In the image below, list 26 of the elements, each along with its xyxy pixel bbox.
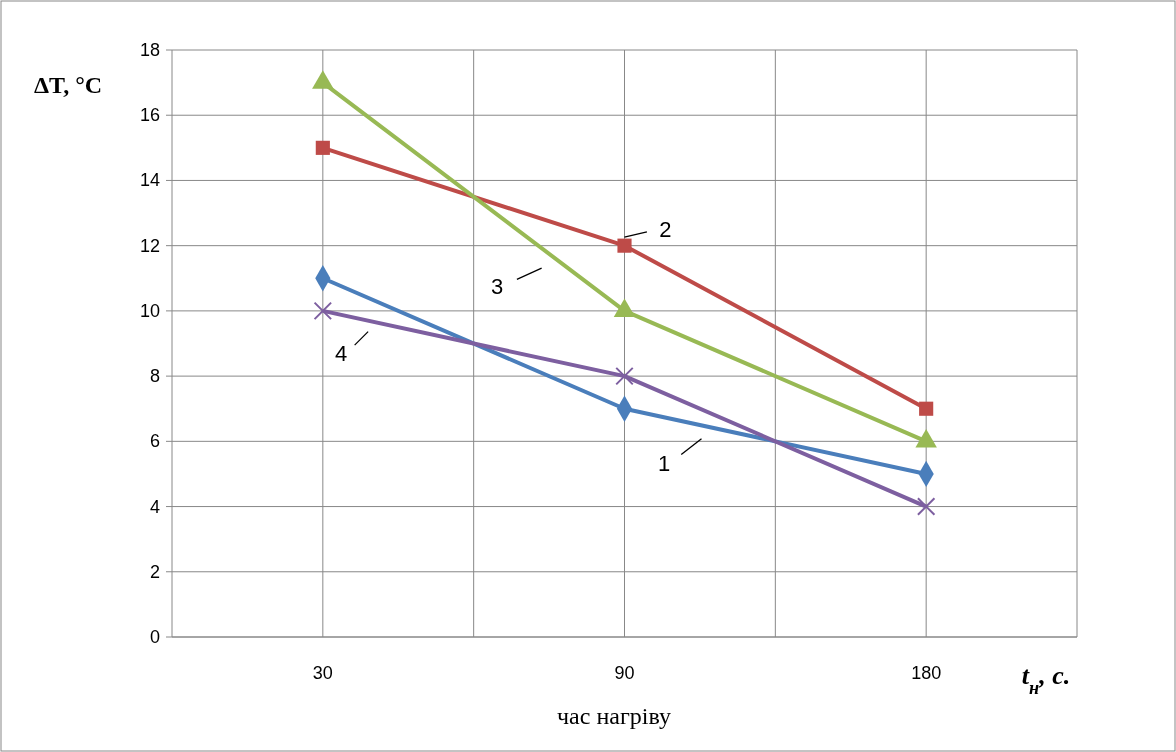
x-tick-label: 90 [614, 663, 635, 683]
point [919, 401, 934, 416]
y-tick-label: 2 [149, 561, 160, 582]
y-tick-label: 10 [139, 300, 160, 321]
series-label: 3 [491, 273, 504, 299]
point [315, 140, 330, 155]
point [313, 301, 333, 321]
y-axis-title: ΔT, °C [33, 72, 103, 98]
y-tick-label: 12 [139, 235, 160, 256]
series-label: 4 [335, 340, 348, 366]
text: t$_{н}$, с. [1021, 661, 1071, 698]
series-label: 1 [657, 451, 671, 477]
y-tick-label: 8 [149, 366, 160, 387]
y-tick-label: 18 [139, 40, 160, 60]
point [617, 238, 632, 253]
y-tick-label: 4 [149, 496, 160, 517]
point [615, 366, 634, 386]
point [916, 497, 936, 516]
series-label: 2 [659, 216, 672, 242]
x-axis-title: час нагріву [557, 703, 671, 729]
y-tick-label: 14 [139, 170, 160, 191]
x-tick-label: 180 [911, 663, 942, 683]
y-tick-label: 6 [149, 431, 160, 452]
y-tick-label: 0 [149, 627, 160, 647]
y-tick-label: 16 [139, 105, 160, 126]
x-tick-label: 30 [312, 663, 333, 683]
